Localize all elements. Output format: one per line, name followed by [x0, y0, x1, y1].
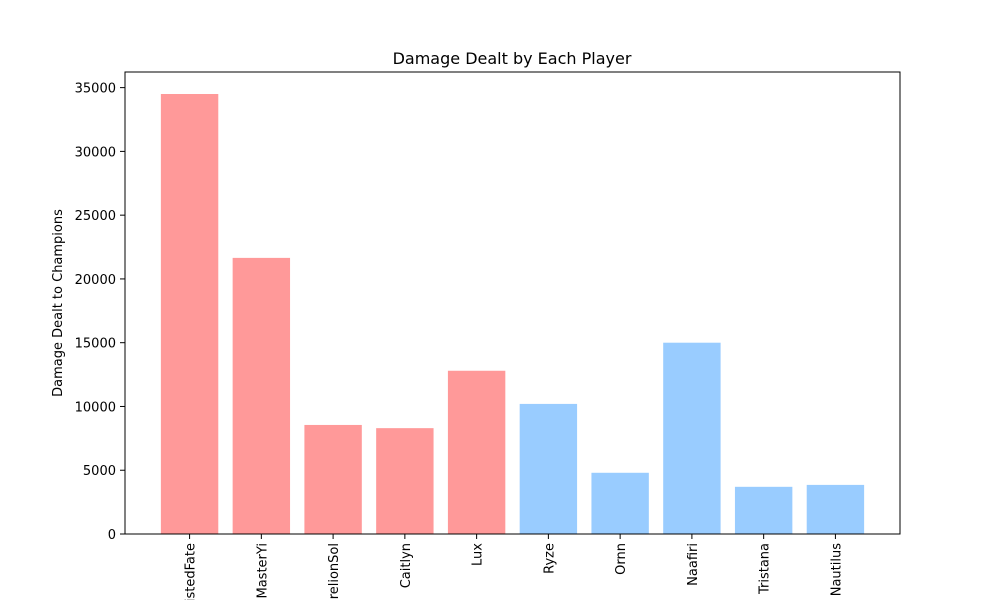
x-tick-label: Naafiri [686, 543, 701, 586]
bar-aurelionsol [304, 424, 362, 534]
bar-caitlyn [376, 428, 434, 534]
y-tick-label: 25000 [75, 209, 116, 224]
bar-tristana [734, 486, 793, 534]
y-tick-label: 5000 [83, 464, 116, 479]
chart-title: Damage Dealt by Each Player [393, 49, 632, 68]
y-axis-label: Damage Dealt to Champions [51, 209, 66, 397]
y-tick-label: 35000 [75, 82, 116, 97]
plot-area-frame [124, 71, 901, 535]
bar-lux [447, 370, 506, 534]
x-tick-label: TwistedFate [184, 543, 199, 600]
x-axis-ticks: TwistedFate MasterYi AurelionSol Caitlyn Lux… [184, 534, 844, 600]
x-tick-label: Caitlyn [399, 543, 414, 588]
bar-masteryi [232, 257, 291, 534]
y-tick-label: 15000 [75, 337, 116, 352]
y-tick-label: 10000 [75, 400, 116, 415]
bar-naafiri [663, 342, 721, 534]
x-tick-label: Ornn [614, 543, 629, 575]
y-tick-label: 20000 [75, 273, 116, 288]
bar-ryze [519, 403, 578, 534]
x-tick-label: Tristana [758, 543, 773, 595]
x-tick-label: Ryze [542, 543, 557, 574]
y-tick-label: 0 [108, 528, 116, 543]
bar-twistedfate [160, 94, 219, 534]
bar-group [160, 94, 865, 534]
x-tick-label: Nautilus [829, 543, 844, 596]
y-tick-label: 30000 [75, 145, 116, 160]
bar-nautilus [806, 484, 865, 534]
bar-ornn [591, 472, 649, 534]
x-tick-label: MasterYi [255, 543, 270, 599]
x-tick-label: AurelionSol [327, 543, 342, 600]
y-axis-ticks: 0 5000 10000 15000 20000 25000 30000 35000 [75, 82, 125, 543]
x-tick-label: Lux [471, 543, 486, 566]
